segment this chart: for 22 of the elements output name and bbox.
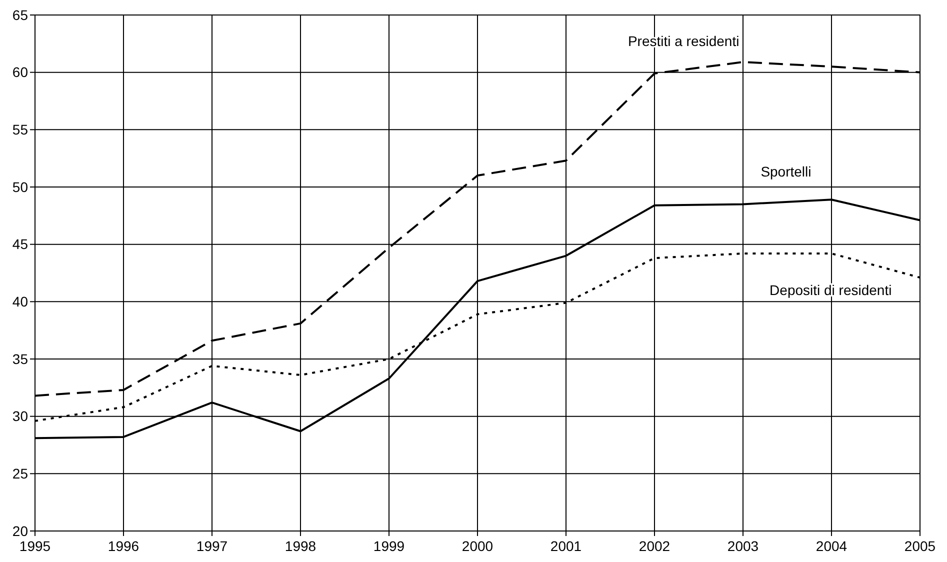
x-tick-label: 2003 bbox=[727, 538, 759, 554]
y-tick-label: 45 bbox=[12, 236, 28, 252]
x-tick-label: 2004 bbox=[816, 538, 848, 554]
y-tick-label: 20 bbox=[12, 522, 28, 539]
y-tick-label: 60 bbox=[12, 64, 28, 80]
x-tick-label: 1997 bbox=[196, 538, 228, 554]
y-tick-label: 25 bbox=[12, 466, 28, 482]
y-tick-label: 65 bbox=[12, 6, 28, 23]
x-tick-label: 1999 bbox=[373, 538, 405, 554]
x-tick-label: 1998 bbox=[284, 538, 316, 554]
y-tick-label: 50 bbox=[12, 178, 28, 195]
y-tick-label: 55 bbox=[12, 122, 28, 138]
x-tick-label: 1996 bbox=[108, 538, 140, 554]
x-tick-label: 2000 bbox=[462, 538, 494, 554]
series-label: Sportelli bbox=[760, 164, 812, 180]
y-tick-label: 40 bbox=[12, 294, 28, 310]
x-tick-label: 2001 bbox=[550, 538, 582, 554]
x-tick-label: 2002 bbox=[638, 538, 670, 554]
y-tick-label: 30 bbox=[12, 408, 28, 424]
x-tick-label: 2005 bbox=[904, 538, 936, 554]
y-tick-label: 35 bbox=[12, 350, 28, 367]
x-tick-label: 1995 bbox=[19, 538, 51, 554]
